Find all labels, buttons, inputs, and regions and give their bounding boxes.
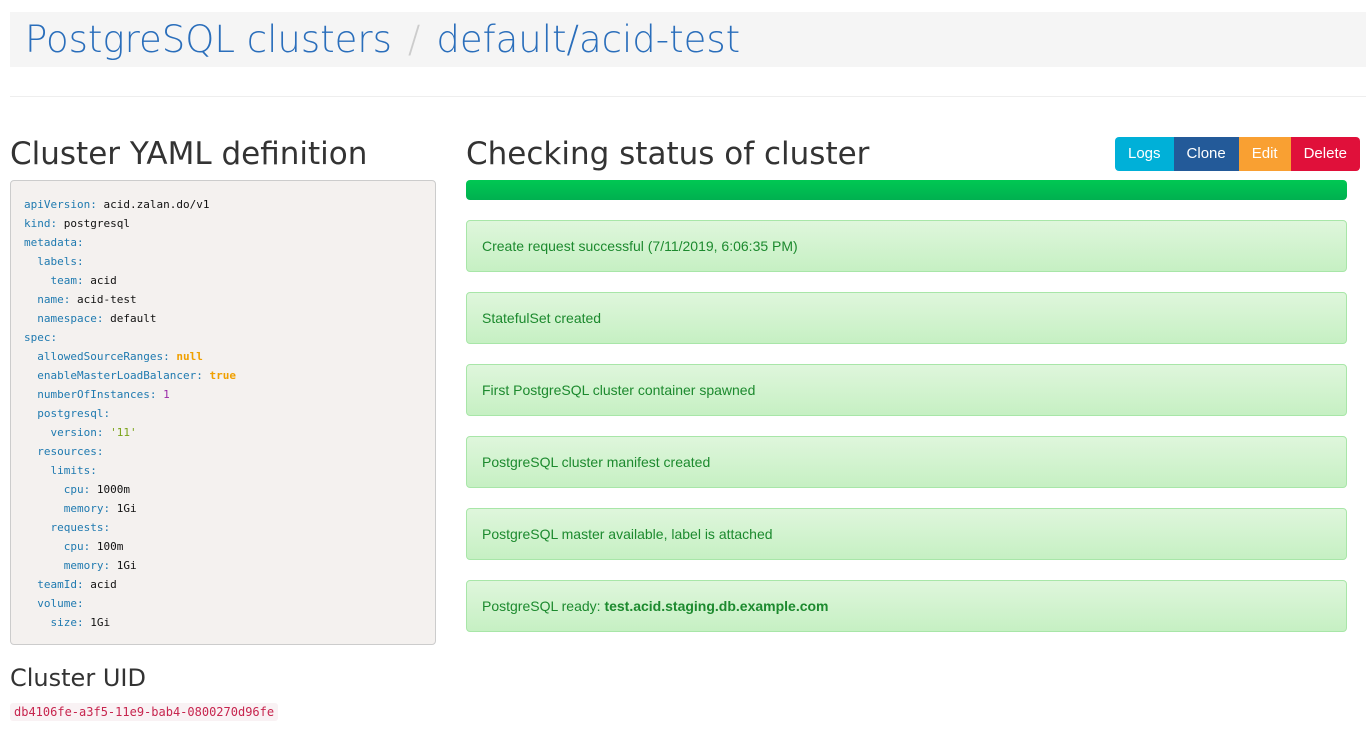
yaml-key: name — [37, 293, 64, 306]
yaml-line: spec: — [24, 331, 58, 344]
yaml-line: volume: — [37, 597, 84, 610]
status-step: PostgreSQL master available, label is at… — [466, 508, 1347, 560]
clone-button[interactable]: Clone — [1173, 137, 1239, 171]
status-step-text: PostgreSQL cluster manifest created — [482, 454, 711, 470]
yaml-line: limits: — [50, 464, 97, 477]
yaml-line: memory: 1Gi — [63, 502, 137, 515]
yaml-line: cpu: 100m — [63, 540, 124, 553]
status-step: Create request successful (7/11/2019, 6:… — [466, 220, 1347, 272]
breadcrumb: PostgreSQL clusters / default/acid-test — [10, 12, 1366, 67]
yaml-value: 100m — [96, 540, 124, 553]
progress-bar — [466, 180, 1347, 200]
yaml-line: requests: — [50, 521, 111, 534]
yaml-value: 1Gi — [116, 502, 137, 515]
yaml-definition: apiVersion: acid.zalan.do/v1 kind: postgr… — [10, 180, 436, 645]
yaml-value: acid-test — [77, 293, 137, 306]
yaml-key: size — [50, 616, 78, 629]
yaml-line: metadata: — [24, 236, 84, 249]
yaml-key: allowedSourceRanges — [37, 350, 164, 363]
yaml-key: labels — [37, 255, 77, 268]
yaml-line: teamId: acid — [37, 578, 117, 591]
yaml-value: postgresql — [63, 217, 130, 230]
yaml-value: default — [110, 312, 157, 325]
action-buttons: Logs Clone Edit Delete — [1115, 137, 1360, 171]
status-step-text: PostgreSQL ready: — [482, 598, 605, 614]
status-step-text: First PostgreSQL cluster container spawn… — [482, 382, 756, 398]
yaml-key: numberOfInstances — [37, 388, 150, 401]
status-step: PostgreSQL cluster manifest created — [466, 436, 1347, 488]
yaml-value: null — [176, 350, 203, 363]
yaml-key: namespace — [37, 312, 97, 325]
yaml-line: name: acid-test — [37, 293, 137, 306]
yaml-line: postgresql: — [37, 407, 111, 420]
breadcrumb-separator: / — [407, 18, 421, 61]
status-step: StatefulSet created — [466, 292, 1347, 344]
yaml-line: cpu: 1000m — [63, 483, 130, 496]
status-step: PostgreSQL ready: test.acid.staging.db.e… — [466, 580, 1347, 632]
yaml-key: cpu — [63, 483, 84, 496]
yaml-value: 1000m — [96, 483, 130, 496]
status-step-text: PostgreSQL master available, label is at… — [482, 526, 773, 542]
yaml-line: numberOfInstances: 1 — [37, 388, 170, 401]
delete-button[interactable]: Delete — [1290, 137, 1360, 171]
yaml-key: kind — [24, 217, 51, 230]
yaml-key: metadata — [24, 236, 77, 249]
yaml-line: size: 1Gi — [50, 616, 111, 629]
yaml-value: acid.zalan.do/v1 — [103, 198, 210, 211]
yaml-line: apiVersion: acid.zalan.do/v1 — [24, 198, 210, 211]
yaml-value: '11' — [110, 426, 137, 439]
yaml-line: team: acid — [50, 274, 117, 287]
yaml-key: memory — [63, 502, 104, 515]
divider — [10, 96, 1366, 97]
uid-title: Cluster UID — [10, 664, 146, 692]
cluster-uid: db4106fe-a3f5-11e9-bab4-0800270d96fe — [10, 703, 279, 721]
yaml-value: true — [209, 369, 236, 382]
cluster-hostname: test.acid.staging.db.example.com — [604, 598, 829, 614]
yaml-value: 1Gi — [116, 559, 137, 572]
yaml-key: limits — [50, 464, 91, 477]
yaml-key: cpu — [63, 540, 84, 553]
breadcrumb-clusters-link[interactable]: PostgreSQL clusters — [25, 18, 392, 61]
status-step-text: Create request successful (7/11/2019, 6:… — [482, 238, 798, 254]
yaml-key: team — [50, 274, 78, 287]
yaml-key: resources — [37, 445, 97, 458]
yaml-line: allowedSourceRanges: null — [37, 350, 203, 363]
yaml-key: spec — [24, 331, 51, 344]
yaml-value: acid — [90, 274, 117, 287]
edit-button[interactable]: Edit — [1238, 137, 1291, 171]
yaml-value: 1 — [163, 388, 170, 401]
yaml-line: namespace: default — [37, 312, 157, 325]
status-step-text: StatefulSet created — [482, 310, 602, 326]
yaml-key: version — [50, 426, 97, 439]
status-title: Checking status of cluster — [466, 136, 870, 172]
yaml-key: volume — [37, 597, 77, 610]
yaml-key: enableMasterLoadBalancer — [37, 369, 197, 382]
yaml-line: resources: — [37, 445, 104, 458]
yaml-title: Cluster YAML definition — [10, 136, 368, 172]
breadcrumb-current[interactable]: default/acid-test — [436, 18, 741, 61]
yaml-line: memory: 1Gi — [63, 559, 137, 572]
yaml-line: version: '11' — [50, 426, 137, 439]
yaml-key: requests — [50, 521, 104, 534]
status-step: First PostgreSQL cluster container spawn… — [466, 364, 1347, 416]
logs-button[interactable]: Logs — [1115, 137, 1174, 171]
yaml-line: labels: — [37, 255, 84, 268]
yaml-key: apiVersion — [24, 198, 91, 211]
yaml-key: memory — [63, 559, 104, 572]
yaml-line: kind: postgresql — [24, 217, 130, 230]
yaml-value: acid — [90, 578, 117, 591]
yaml-key: postgresql — [37, 407, 104, 420]
yaml-line: enableMasterLoadBalancer: true — [37, 369, 236, 382]
yaml-key: teamId — [37, 578, 77, 591]
yaml-value: 1Gi — [90, 616, 111, 629]
